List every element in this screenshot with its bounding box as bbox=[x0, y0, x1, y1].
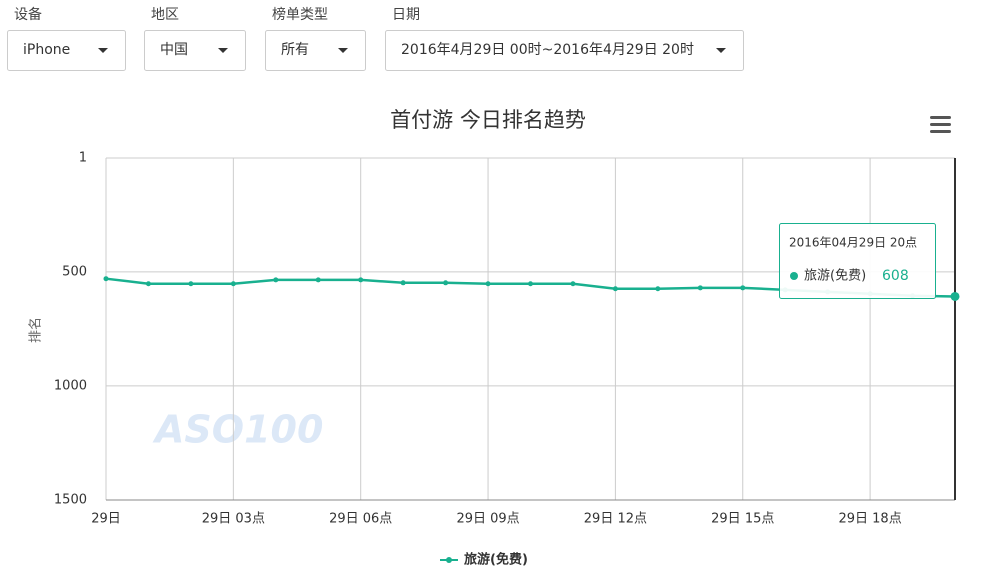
tooltip-value: 608 bbox=[882, 268, 909, 284]
dropdown-value: 所有 bbox=[281, 42, 309, 58]
data-point bbox=[740, 285, 746, 291]
filter-label: 设备 bbox=[14, 6, 42, 23]
menu-icon[interactable] bbox=[930, 116, 951, 133]
data-point bbox=[697, 285, 703, 291]
data-point bbox=[103, 276, 109, 282]
tooltip-title: 2016年04月29日 20点 bbox=[789, 236, 917, 250]
data-point bbox=[485, 281, 491, 287]
filter-label: 地区 bbox=[151, 7, 179, 23]
chart-title: 首付游 今日排名趋势 bbox=[390, 108, 586, 132]
dropdown-value: iPhone bbox=[23, 42, 70, 58]
data-point bbox=[315, 277, 321, 283]
data-point bbox=[358, 277, 364, 283]
y-axis-label: 排名 bbox=[28, 317, 44, 343]
tooltip bbox=[779, 223, 936, 299]
tooltip-series: 旅游(免费) bbox=[804, 269, 866, 284]
dropdown-arrow bbox=[716, 48, 726, 53]
data-point bbox=[400, 280, 406, 286]
dropdown-value: 中国 bbox=[160, 42, 188, 58]
legend-marker bbox=[446, 557, 452, 563]
dropdown[interactable] bbox=[7, 30, 126, 71]
dropdown-arrow bbox=[98, 48, 108, 53]
dropdown-value: 2016年4月29日 00时~2016年4月29日 20时 bbox=[401, 42, 694, 58]
y-tick-label: 1000 bbox=[54, 378, 87, 393]
data-point bbox=[188, 281, 194, 287]
dropdown[interactable] bbox=[385, 30, 744, 71]
x-tick-label: 29日 12点 bbox=[584, 512, 647, 527]
data-point bbox=[612, 286, 618, 292]
data-point bbox=[950, 291, 960, 301]
y-tick-label: 1500 bbox=[54, 493, 87, 508]
x-tick-label: 29日 bbox=[91, 512, 121, 527]
data-point bbox=[443, 280, 449, 286]
data-point bbox=[230, 281, 236, 287]
watermark: ASO100 bbox=[152, 408, 323, 452]
filter-label: 榜单类型 bbox=[272, 6, 328, 23]
dropdown-arrow bbox=[338, 48, 348, 53]
legend-label[interactable]: 旅游(免费) bbox=[464, 552, 528, 568]
data-point bbox=[145, 281, 151, 287]
tooltip-marker bbox=[790, 272, 798, 280]
dropdown[interactable] bbox=[144, 30, 246, 71]
y-tick-label: 1 bbox=[79, 151, 87, 166]
x-tick-label: 29日 18点 bbox=[838, 512, 901, 527]
x-tick-label: 29日 03点 bbox=[202, 512, 265, 527]
data-point bbox=[655, 286, 661, 292]
filter-label: 日期 bbox=[392, 7, 420, 23]
x-tick-label: 29日 15点 bbox=[711, 512, 774, 527]
y-tick-label: 500 bbox=[62, 264, 87, 279]
dropdown-arrow bbox=[218, 48, 228, 53]
data-point bbox=[273, 277, 279, 283]
dropdown[interactable] bbox=[265, 30, 366, 71]
x-tick-label: 29日 06点 bbox=[329, 512, 392, 527]
data-point bbox=[528, 281, 533, 287]
data-point bbox=[570, 281, 576, 287]
x-tick-label: 29日 09点 bbox=[456, 512, 519, 527]
